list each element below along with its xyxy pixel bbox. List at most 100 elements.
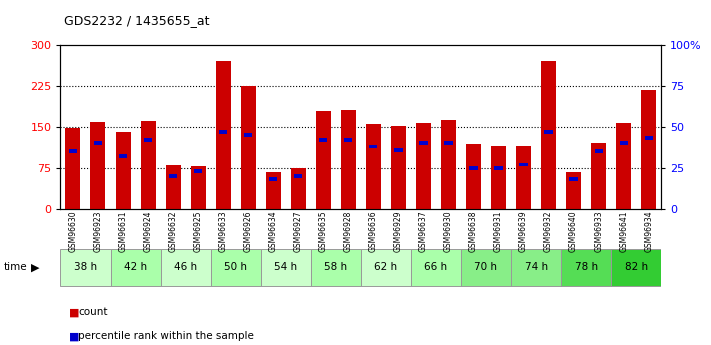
Text: count: count <box>78 307 107 317</box>
Bar <box>366 124 381 209</box>
Text: GSM96637: GSM96637 <box>419 210 428 252</box>
Bar <box>541 61 556 209</box>
Text: 50 h: 50 h <box>224 263 247 272</box>
Bar <box>466 144 481 209</box>
Text: GSM96923: GSM96923 <box>93 210 102 252</box>
Bar <box>194 169 202 173</box>
Bar <box>144 138 152 142</box>
Bar <box>491 146 506 209</box>
Text: ■: ■ <box>69 307 80 317</box>
Bar <box>616 123 631 209</box>
Bar <box>266 171 281 209</box>
Text: 54 h: 54 h <box>274 263 297 272</box>
Bar <box>344 138 353 142</box>
Bar <box>561 249 611 286</box>
Bar <box>469 166 478 170</box>
Bar <box>494 166 503 170</box>
Text: GSM96640: GSM96640 <box>569 210 578 252</box>
Bar <box>411 249 461 286</box>
Text: ■: ■ <box>69 332 80 341</box>
Text: 42 h: 42 h <box>124 263 147 272</box>
Bar <box>90 122 105 209</box>
Bar <box>566 171 581 209</box>
Text: 66 h: 66 h <box>424 263 447 272</box>
Text: 82 h: 82 h <box>625 263 648 272</box>
Bar <box>291 168 306 209</box>
Text: 70 h: 70 h <box>474 263 498 272</box>
Text: GSM96638: GSM96638 <box>469 210 478 252</box>
Text: GSM96633: GSM96633 <box>219 210 228 252</box>
Text: GSM96934: GSM96934 <box>644 210 653 252</box>
Bar <box>391 126 406 209</box>
Bar <box>594 149 603 153</box>
Bar <box>94 141 102 145</box>
Text: GSM96932: GSM96932 <box>544 210 553 252</box>
Text: 58 h: 58 h <box>324 263 348 272</box>
Bar <box>110 249 161 286</box>
Text: GSM96639: GSM96639 <box>519 210 528 252</box>
Bar <box>60 249 110 286</box>
Bar <box>115 132 131 209</box>
Text: time: time <box>4 263 27 272</box>
Bar <box>169 174 177 178</box>
Bar <box>341 110 356 209</box>
Bar <box>191 166 205 209</box>
Text: 38 h: 38 h <box>74 263 97 272</box>
Text: GSM96641: GSM96641 <box>619 210 629 252</box>
Bar <box>161 249 210 286</box>
Text: percentile rank within the sample: percentile rank within the sample <box>78 332 254 341</box>
Text: GSM96924: GSM96924 <box>144 210 153 252</box>
Bar <box>361 249 411 286</box>
Bar <box>210 249 261 286</box>
Bar <box>516 146 531 209</box>
Bar <box>520 162 528 166</box>
Text: GSM96929: GSM96929 <box>394 210 403 252</box>
Text: 78 h: 78 h <box>574 263 598 272</box>
Text: GSM96636: GSM96636 <box>369 210 378 252</box>
Text: GSM96632: GSM96632 <box>169 210 178 252</box>
Bar <box>294 174 302 178</box>
Bar <box>311 249 361 286</box>
Text: GSM96931: GSM96931 <box>494 210 503 252</box>
Bar <box>261 249 311 286</box>
Bar <box>444 141 453 145</box>
Bar <box>269 177 277 181</box>
Bar <box>316 111 331 209</box>
Text: GSM96630: GSM96630 <box>68 210 77 252</box>
Text: GSM96635: GSM96635 <box>319 210 328 252</box>
Text: ▶: ▶ <box>31 263 39 272</box>
Text: GSM96927: GSM96927 <box>294 210 303 252</box>
Bar <box>461 249 511 286</box>
Text: 46 h: 46 h <box>174 263 197 272</box>
Text: 62 h: 62 h <box>374 263 397 272</box>
Bar <box>166 165 181 209</box>
Bar <box>416 123 431 209</box>
Text: GSM96631: GSM96631 <box>119 210 127 252</box>
Text: GSM96925: GSM96925 <box>193 210 203 252</box>
Bar <box>65 128 80 209</box>
Bar <box>591 143 606 209</box>
Bar <box>645 136 653 140</box>
Bar <box>395 148 402 152</box>
Text: GSM96930: GSM96930 <box>444 210 453 252</box>
Bar <box>619 141 628 145</box>
Bar <box>215 61 230 209</box>
Bar <box>141 121 156 209</box>
Text: GSM96933: GSM96933 <box>594 210 603 252</box>
Bar <box>241 86 256 209</box>
Text: GSM96634: GSM96634 <box>269 210 278 252</box>
Bar <box>441 120 456 209</box>
Text: GDS2232 / 1435655_at: GDS2232 / 1435655_at <box>64 14 210 27</box>
Bar <box>369 145 378 148</box>
Bar <box>219 130 228 134</box>
Bar <box>545 130 552 134</box>
Text: GSM96928: GSM96928 <box>344 210 353 252</box>
Bar <box>611 249 661 286</box>
Bar <box>641 90 656 209</box>
Bar <box>419 141 427 145</box>
Bar <box>570 177 578 181</box>
Bar <box>511 249 561 286</box>
Bar <box>119 154 127 158</box>
Text: GSM96926: GSM96926 <box>244 210 252 252</box>
Bar <box>69 149 77 153</box>
